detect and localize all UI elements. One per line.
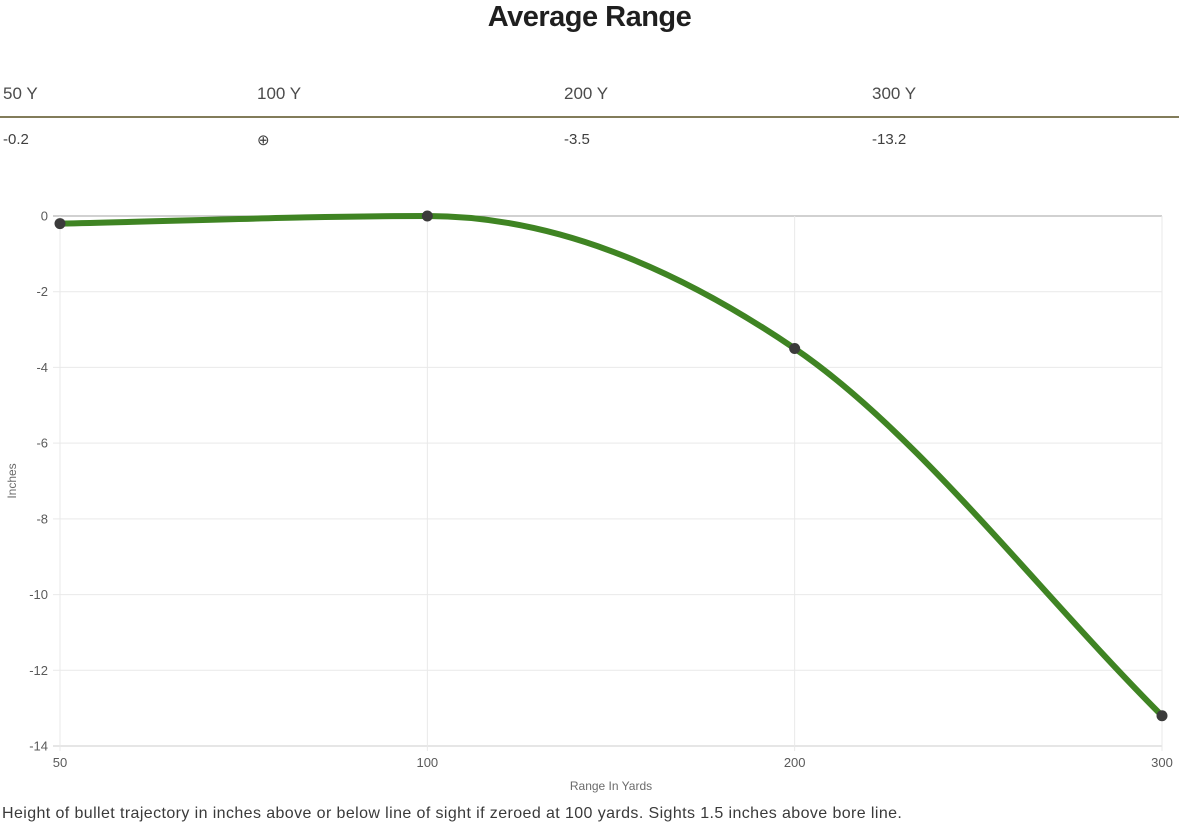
range-value-50y: -0.2 bbox=[3, 131, 29, 148]
range-header-300y: 300 Y bbox=[872, 84, 917, 103]
data-point[interactable] bbox=[54, 218, 66, 230]
y-tick-label: -2 bbox=[36, 284, 48, 299]
data-point[interactable] bbox=[1156, 710, 1168, 722]
table-separator-rule bbox=[0, 116, 1179, 118]
y-tick-label: 0 bbox=[41, 209, 48, 224]
range-header-100y: 100 Y bbox=[257, 84, 302, 103]
range-table-header-row: 50 Y 100 Y 200 Y 300 Y bbox=[0, 84, 1179, 116]
x-axis-title: Range In Yards bbox=[570, 779, 652, 793]
y-tick-label: -6 bbox=[36, 436, 48, 451]
range-header-50y: 50 Y bbox=[3, 84, 38, 103]
y-tick-label: -14 bbox=[29, 739, 48, 754]
range-summary-table: 50 Y 100 Y 200 Y 300 Y -0.2 ⊕ -3.5 -13.2 bbox=[0, 84, 1179, 149]
chart-footnote: Height of bullet trajectory in inches ab… bbox=[2, 805, 903, 822]
x-tick-label: 100 bbox=[416, 755, 438, 770]
x-tick-label: 200 bbox=[784, 755, 806, 770]
page-title: Average Range bbox=[487, 1, 692, 33]
data-point[interactable] bbox=[789, 343, 801, 354]
y-tick-label: -10 bbox=[29, 587, 48, 602]
y-tick-label: -8 bbox=[36, 511, 48, 526]
range-header-200y: 200 Y bbox=[564, 84, 609, 103]
data-point[interactable] bbox=[421, 210, 433, 222]
range-value-300y: -13.2 bbox=[872, 131, 907, 148]
x-tick-label: 300 bbox=[1151, 755, 1173, 770]
range-table-value-row: -0.2 ⊕ -3.5 -13.2 bbox=[0, 131, 1179, 149]
y-axis-title: Inches bbox=[5, 463, 19, 498]
trajectory-line bbox=[57, 212, 1165, 719]
y-tick-label: -12 bbox=[29, 663, 48, 678]
zero-crosshair-icon: ⊕ bbox=[257, 132, 270, 149]
y-tick-label: -4 bbox=[36, 360, 48, 375]
x-tick-label: 50 bbox=[53, 755, 67, 770]
range-value-200y: -3.5 bbox=[564, 131, 590, 148]
